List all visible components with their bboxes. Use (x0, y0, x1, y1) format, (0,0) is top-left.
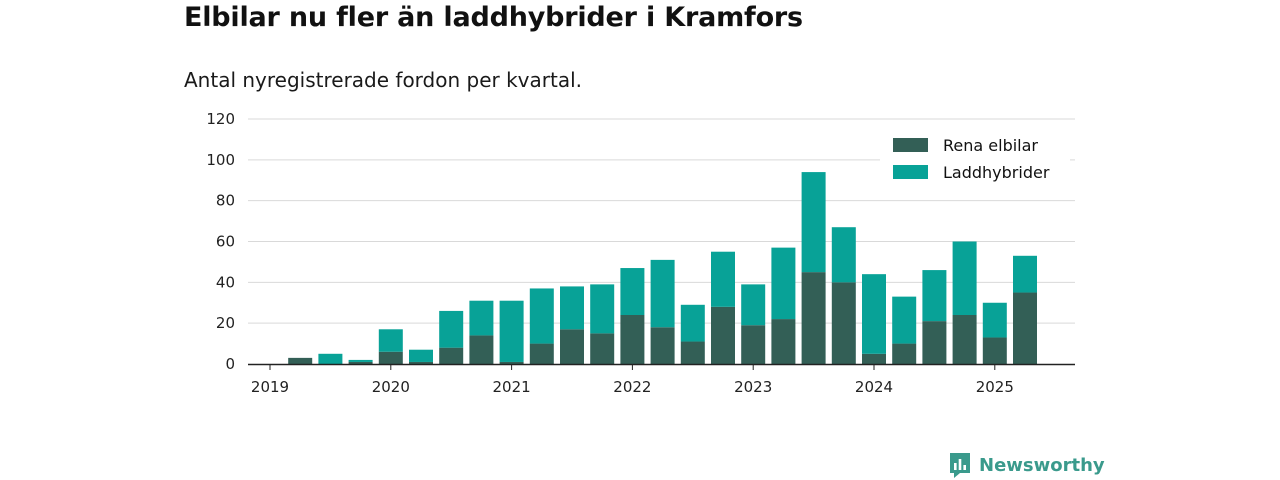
bar-laddhybrider (439, 310, 464, 348)
bar-rena-elbilar (801, 272, 826, 364)
x-axis: 2019 2020 2021 2022 2023 2024 2025 (248, 363, 1075, 396)
y-tick-label: 60 (216, 233, 235, 251)
bar-rena-elbilar (560, 329, 584, 364)
y-tick-label: 100 (206, 151, 235, 169)
bar-laddhybrider (862, 274, 886, 354)
bar-rena-elbilar (499, 361, 524, 364)
bar-laddhybrider (801, 172, 826, 273)
newsworthy-logo-icon (950, 453, 970, 478)
legend-swatch (893, 138, 928, 152)
bar-laddhybrider (711, 251, 735, 307)
bar-laddhybrider (560, 286, 584, 330)
bar-laddhybrider (650, 259, 675, 328)
bar-rena-elbilar (590, 333, 615, 364)
bar-laddhybrider (831, 227, 856, 283)
legend-label: Laddhybrider (943, 163, 1050, 182)
bar-rena-elbilar (741, 325, 766, 364)
legend-swatch (893, 165, 928, 179)
bar-rena-elbilar (711, 306, 735, 364)
bar-rena-elbilar (409, 361, 433, 364)
y-tick-label: 120 (206, 110, 235, 128)
bar-rena-elbilar (620, 315, 645, 364)
bar-laddhybrider (348, 359, 373, 362)
x-tick-label: 2019 (251, 378, 289, 396)
legend-label: Rena elbilar (943, 136, 1038, 155)
bar-laddhybrider (469, 300, 494, 336)
x-tick-label: 2024 (855, 378, 893, 396)
y-axis: 0 20 40 60 80 100 120 (206, 110, 235, 373)
bar-laddhybrider (499, 300, 524, 362)
newsworthy-logo: Newsworthy (948, 451, 1105, 479)
bar-rena-elbilar (1013, 292, 1037, 364)
y-tick-label: 80 (216, 192, 235, 210)
bar-laddhybrider (982, 302, 1007, 338)
bar-laddhybrider (409, 349, 433, 362)
bar-rena-elbilar (348, 361, 373, 364)
y-tick-label: 20 (216, 314, 235, 332)
x-tick-label: 2023 (734, 378, 772, 396)
bar-rena-elbilar (469, 335, 494, 364)
x-tick-label: 2025 (976, 378, 1014, 396)
bar-rena-elbilar (952, 315, 977, 364)
bars (288, 172, 1037, 364)
bar-rena-elbilar (862, 353, 886, 364)
bar-laddhybrider (922, 270, 947, 322)
bar-rena-elbilar (439, 347, 464, 364)
bar-rena-elbilar (922, 321, 947, 364)
bar-rena-elbilar (982, 337, 1007, 364)
bar-laddhybrider (378, 329, 403, 352)
bar-laddhybrider (952, 241, 977, 315)
bar-rena-elbilar (892, 343, 917, 364)
y-tick-label: 40 (216, 273, 235, 291)
chart-subtitle: Antal nyregistrerade fordon per kvartal. (184, 68, 583, 92)
x-tick-label: 2022 (613, 378, 651, 396)
bar-laddhybrider (318, 353, 343, 364)
bar-rena-elbilar (680, 341, 705, 364)
bar-rena-elbilar (650, 327, 675, 364)
bar-rena-elbilar (288, 357, 313, 364)
legend: Rena elbilar Laddhybrider (880, 130, 1070, 190)
bar-rena-elbilar (771, 319, 796, 364)
bar-laddhybrider (771, 247, 796, 320)
x-tick-label: 2020 (372, 378, 410, 396)
bar-rena-elbilar (831, 282, 856, 364)
x-tick-label: 2021 (493, 378, 531, 396)
bar-laddhybrider (1013, 255, 1037, 293)
bar-laddhybrider (620, 268, 645, 315)
bar-laddhybrider (529, 288, 554, 344)
bar-laddhybrider (741, 284, 766, 326)
y-tick-label: 0 (225, 355, 235, 373)
bar-rena-elbilar (378, 351, 403, 364)
bar-laddhybrider (680, 304, 705, 342)
bar-laddhybrider (892, 296, 917, 344)
brand-name: Newsworthy (979, 454, 1105, 476)
bar-laddhybrider (590, 284, 615, 334)
chart-title: Elbilar nu fler än laddhybrider i Kramfo… (184, 2, 803, 33)
bar-rena-elbilar (529, 343, 554, 364)
